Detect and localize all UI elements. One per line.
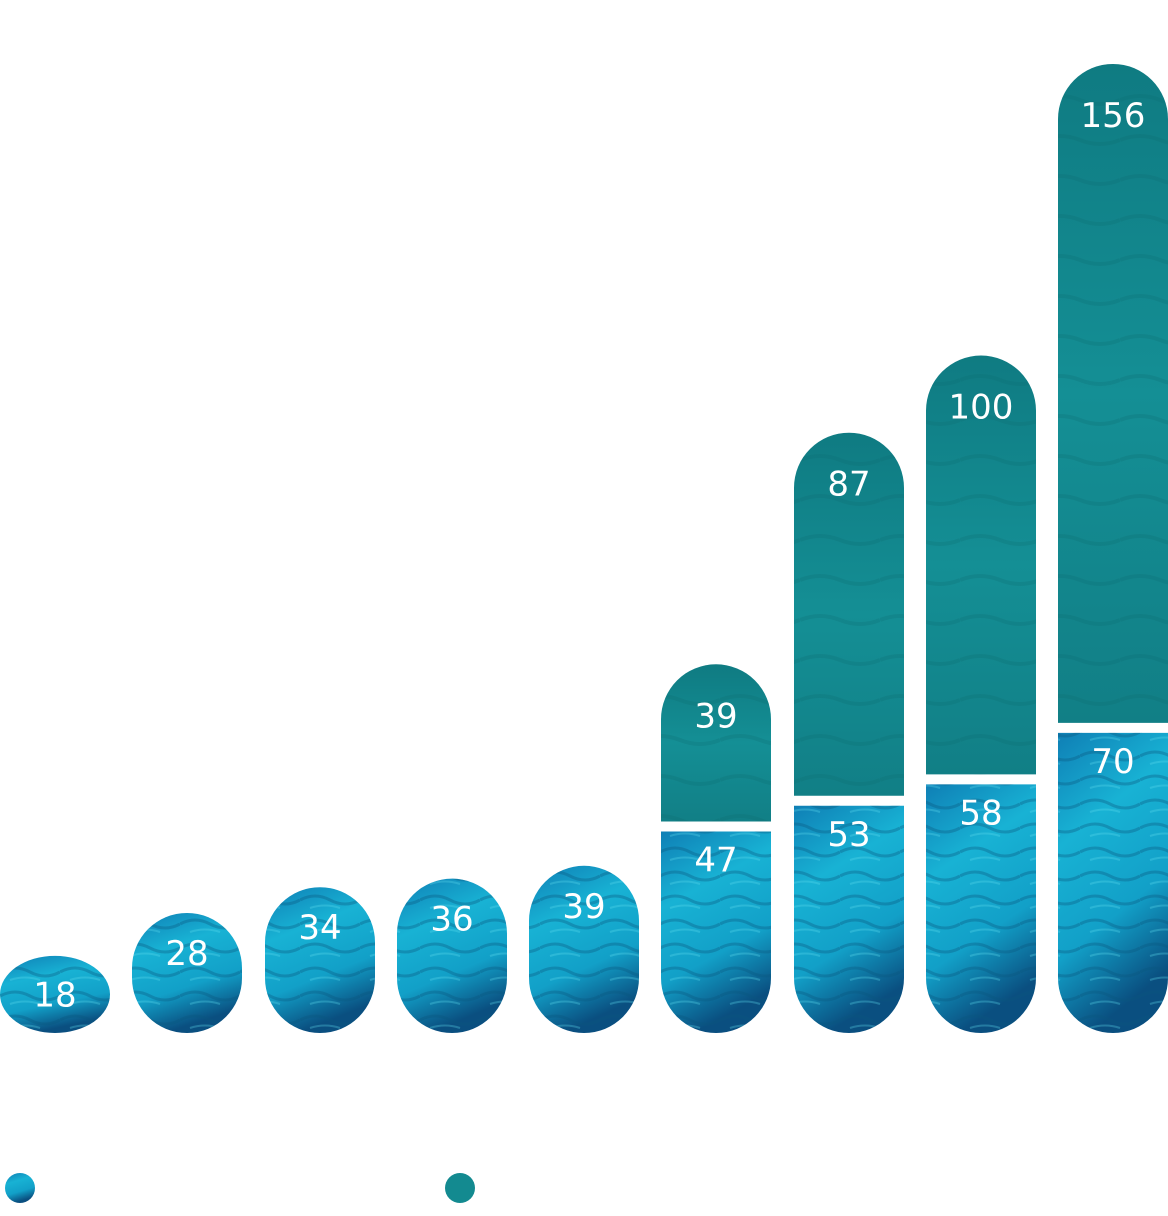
legend — [5, 1173, 475, 1203]
data-label: 18 — [33, 975, 76, 1015]
data-label: 156 — [1081, 96, 1146, 136]
data-label: 28 — [165, 934, 208, 974]
data-label: 53 — [827, 815, 870, 855]
legend-swatch-series-2 — [445, 1173, 475, 1203]
data-label: 100 — [949, 388, 1014, 428]
data-label: 39 — [694, 696, 737, 736]
bar-texture — [1058, 64, 1168, 723]
bar-texture — [661, 664, 771, 822]
bar-group: 18 — [0, 955, 110, 1033]
bar-group: 70 156 — [1058, 64, 1168, 1033]
bar-texture — [1058, 732, 1168, 1033]
bar-group: 47 39 — [661, 664, 771, 1033]
bar-group: 39 — [529, 865, 639, 1033]
data-label: 58 — [959, 793, 1002, 833]
bar-group: 58 100 — [926, 355, 1036, 1033]
data-label: 36 — [430, 900, 473, 940]
data-label: 39 — [562, 887, 605, 927]
bar-texture — [132, 912, 242, 1033]
data-label: 87 — [827, 465, 870, 505]
bar-group: 53 87 — [794, 432, 904, 1033]
bar-group: 34 — [265, 887, 375, 1033]
bar-group: 36 — [397, 878, 507, 1033]
legend-swatch-series-1 — [5, 1173, 35, 1203]
bar-texture — [926, 784, 1036, 1033]
bar-texture — [794, 432, 904, 796]
data-label: 34 — [298, 908, 341, 948]
bar-texture — [0, 955, 110, 1033]
bar-texture — [794, 805, 904, 1033]
bar-texture — [926, 355, 1036, 775]
data-label: 70 — [1091, 742, 1134, 782]
bar-texture — [397, 878, 507, 1033]
bar-group: 28 — [132, 912, 242, 1033]
bar-texture — [529, 865, 639, 1033]
bar-texture — [265, 887, 375, 1033]
data-label: 47 — [694, 840, 737, 880]
bar-texture — [661, 831, 771, 1033]
